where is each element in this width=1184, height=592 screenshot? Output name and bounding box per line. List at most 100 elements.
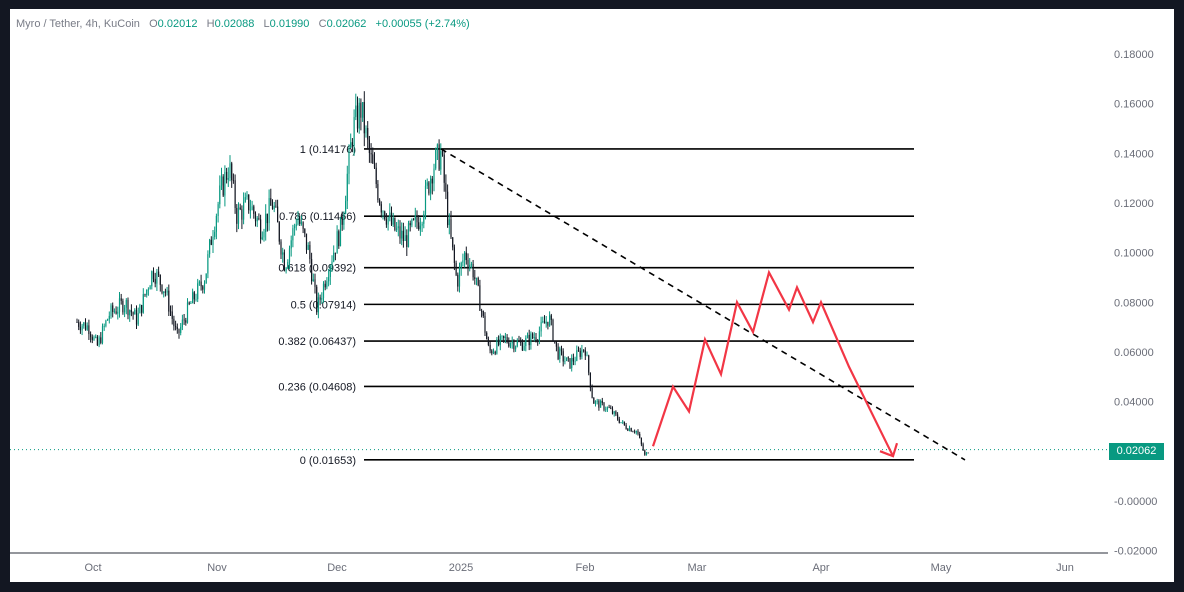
candle-body [513,341,515,350]
x-tick-label: 2025 [449,562,473,574]
candle-body [418,222,420,230]
candle-body [341,217,343,225]
candle-body [564,360,566,362]
candle-body [156,271,158,284]
candle-body [124,307,126,313]
candle-body [246,194,248,198]
candle-body [222,176,224,196]
candle-body [596,400,598,402]
candle-body [273,205,275,210]
candle-body [134,309,136,315]
candle-body [414,215,416,220]
price-chart[interactable]: 0.18000 0.16000 0.14000 0.12000 0.10000 0.080… [10,9,1174,582]
candle-body [552,319,554,341]
candle-body [450,219,452,238]
candle-body [540,321,542,332]
candle-body [314,279,316,287]
candle-body [402,230,404,241]
y-tick-label: -0.00000 [1114,496,1157,508]
candle-body [181,319,183,327]
candle-body [594,401,597,404]
y-tick-label: 0.06000 [1114,347,1154,359]
candle-body [158,271,160,275]
candle-body [586,355,588,357]
candle-body [496,339,498,354]
candle-body [164,291,166,293]
high-value: 0.02088 [214,18,255,30]
candle-body [482,311,484,316]
y-tick-label: 0.16000 [1114,99,1154,111]
candle-body [108,315,110,320]
candle-body [98,337,100,346]
candle-body [93,336,95,340]
candle-body [530,333,532,346]
candle-body [581,349,583,357]
candle-body [413,219,415,221]
candle-body [261,237,263,240]
candle-body [625,425,627,429]
low-value: 0.01990 [269,18,310,30]
x-tick-label: May [931,562,952,574]
candle-body [526,334,529,339]
chart-frame: Myro / Tether, 4h, KuCoin O0.02012 H0.02… [10,9,1174,582]
candle-body [283,252,285,271]
candle-body [103,325,105,327]
candle-body [260,219,262,240]
candle-body [309,245,311,260]
candle-body [477,277,479,286]
candle-body [484,315,486,333]
candle-body [229,163,231,179]
candle-body [576,350,578,361]
candle-body [554,340,556,342]
candle-body [343,213,345,225]
candle-body [559,348,561,360]
candle-body [460,262,462,269]
candle-body [430,178,432,194]
candle-body [501,335,503,337]
candle-body [159,274,161,285]
candle-body [183,319,185,321]
candle-body [83,322,85,326]
candle-body [610,407,612,409]
candle-body [479,285,481,311]
candle-body [504,337,506,338]
candle-body [424,185,427,214]
candle-body [642,444,644,451]
candle-body [428,182,430,194]
projection-arrowhead [879,442,899,458]
candle-body [227,178,229,180]
candle-body [263,231,265,238]
candle-body [382,211,384,213]
candle-body [380,204,382,213]
candle-body [455,262,457,275]
candle-body [84,322,87,330]
candle-body [112,305,114,312]
candle-body [635,430,637,433]
candle-body [520,341,522,343]
candle-body [600,400,602,408]
candle-body [457,274,459,287]
candle-body [115,311,117,314]
candle-body [557,346,559,360]
candle-body [623,421,625,426]
candle-body [447,191,449,226]
candle-body [373,163,376,168]
candle-body [253,206,255,214]
candle-body [423,213,425,224]
candle-body [142,294,144,313]
candle-body [120,298,122,301]
candle-body [462,260,464,263]
candle-body [78,322,80,327]
candle-body [180,326,182,333]
candle-body [367,128,369,140]
candle-body [628,428,631,431]
candle-body [331,261,333,267]
candle-body [385,219,387,225]
candle-body [617,414,619,420]
candle-body [132,312,134,315]
candle-body [634,431,636,433]
candle-body [474,277,476,279]
high-label: H [206,18,215,30]
candle-body [163,291,165,293]
candle-body [416,215,418,223]
